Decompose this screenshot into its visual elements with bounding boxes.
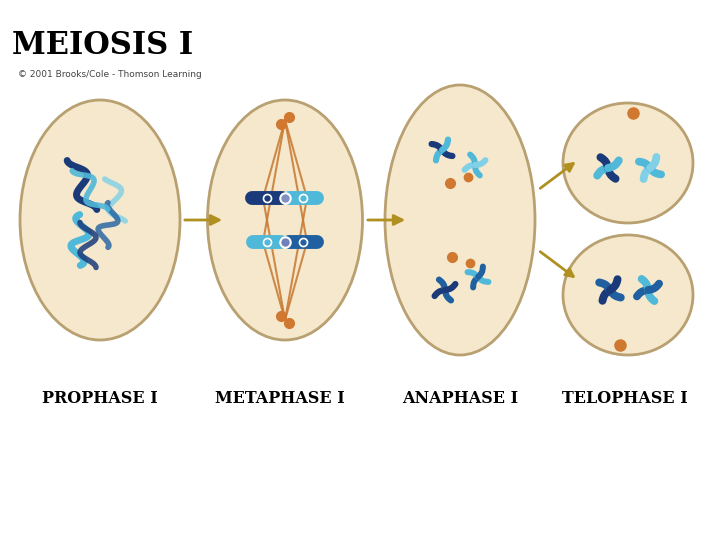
Text: MEIOSIS I: MEIOSIS I (12, 30, 193, 61)
Text: METAPHASE I: METAPHASE I (215, 390, 345, 407)
Text: © 2001 Brooks/Cole - Thomson Learning: © 2001 Brooks/Cole - Thomson Learning (18, 70, 202, 79)
Ellipse shape (563, 235, 693, 355)
Text: PROPHASE I: PROPHASE I (42, 390, 158, 407)
Ellipse shape (563, 103, 693, 223)
Ellipse shape (207, 100, 362, 340)
Ellipse shape (385, 85, 535, 355)
Text: TELOPHASE I: TELOPHASE I (562, 390, 688, 407)
Text: ANAPHASE I: ANAPHASE I (402, 390, 518, 407)
Ellipse shape (20, 100, 180, 340)
